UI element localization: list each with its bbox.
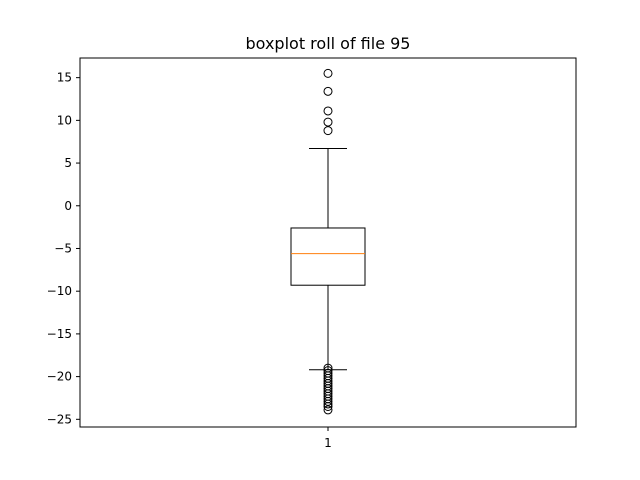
- x-tick-label: 1: [324, 436, 332, 450]
- y-tick-label: −20: [47, 370, 72, 384]
- outlier-point: [323, 405, 333, 415]
- iqr-box: [290, 227, 366, 286]
- x-axis: 1: [324, 427, 332, 450]
- box-series-1: [290, 68, 366, 415]
- y-tick-label: 15: [57, 71, 72, 85]
- outlier-point: [323, 402, 333, 411]
- outlier-point: [323, 68, 333, 78]
- outlier-point: [323, 86, 333, 96]
- y-tick-label: −5: [54, 241, 72, 255]
- outlier-point: [323, 399, 333, 409]
- y-tick-label: 0: [64, 199, 72, 213]
- outlier-point: [323, 396, 333, 406]
- y-tick-label: −10: [47, 284, 72, 298]
- y-tick-label: −15: [47, 327, 72, 341]
- y-tick-label: 10: [57, 113, 72, 127]
- chart-title: boxplot roll of file 95: [246, 34, 411, 53]
- y-axis: −25 −20 −15 −10 −5 0 5 10 15: [47, 71, 80, 426]
- outlier-point: [323, 126, 333, 136]
- outlier-point: [323, 117, 333, 127]
- y-tick-label: 5: [64, 156, 72, 170]
- plot-frame: [79, 57, 577, 428]
- plot-area: [290, 68, 366, 415]
- outlier-point: [323, 106, 333, 116]
- y-tick-label: −25: [47, 412, 72, 426]
